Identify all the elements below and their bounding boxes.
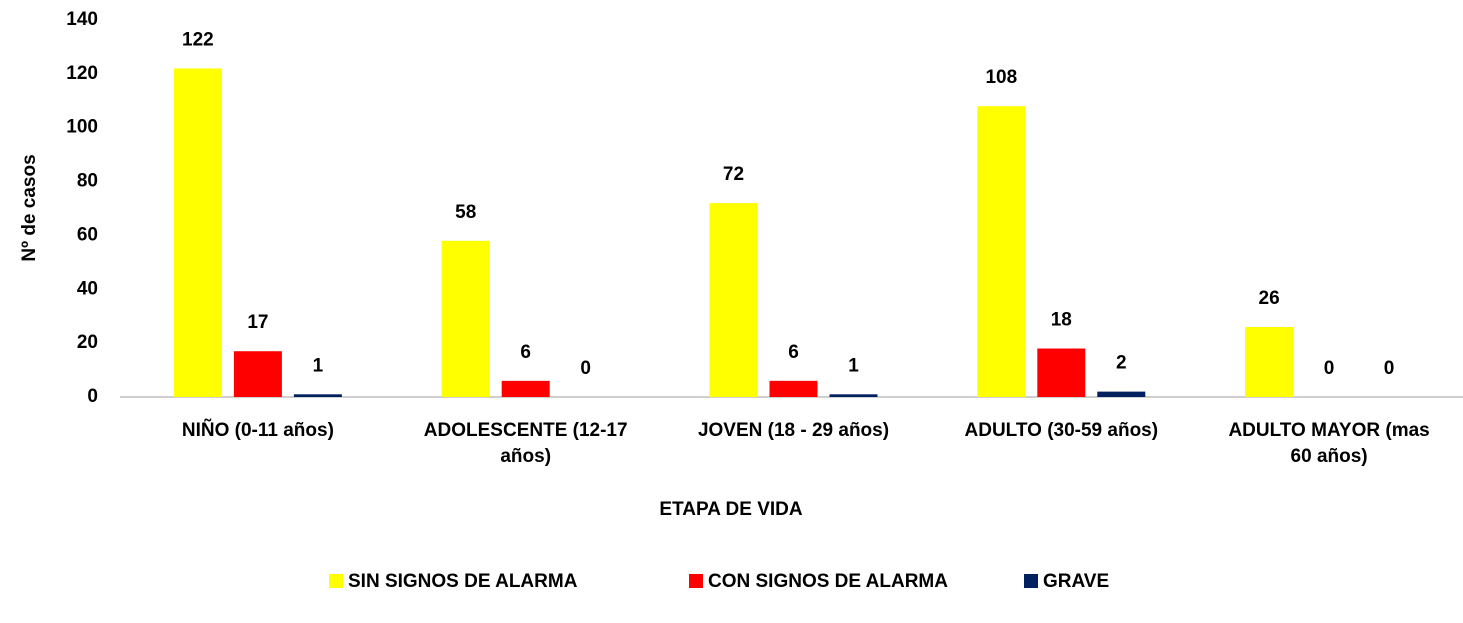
data-label: 18 bbox=[1051, 310, 1072, 331]
x-tick-label: ADULTO MAYOR (mas 60 años) bbox=[1228, 420, 1430, 467]
x-axis-title: ETAPA DE VIDA bbox=[659, 499, 802, 520]
data-label: 108 bbox=[985, 67, 1017, 88]
x-tick-label: NIÑO (0-11 años) bbox=[181, 420, 334, 441]
data-label: 26 bbox=[1259, 288, 1280, 309]
y-tick-label: 140 bbox=[66, 9, 98, 30]
legend-swatch bbox=[689, 574, 703, 588]
data-label: 58 bbox=[455, 202, 476, 223]
x-tick-label: ADULTO (30-59 años) bbox=[964, 420, 1159, 441]
legend-label: SIN SIGNOS DE ALARMA bbox=[348, 571, 578, 592]
bar bbox=[829, 394, 878, 397]
y-axis-title: Nº de casos bbox=[19, 154, 40, 261]
y-tick-label: 80 bbox=[77, 171, 98, 192]
bar bbox=[441, 240, 490, 397]
data-label: 72 bbox=[723, 164, 744, 185]
legend-swatch bbox=[1024, 574, 1038, 588]
bar bbox=[977, 106, 1026, 398]
bar bbox=[709, 203, 758, 397]
bar bbox=[1037, 348, 1086, 397]
bar bbox=[1245, 326, 1294, 397]
data-label: 1 bbox=[848, 355, 859, 376]
bar bbox=[293, 394, 342, 397]
data-label: 17 bbox=[247, 312, 268, 333]
legend-label: CON SIGNOS DE ALARMA bbox=[708, 571, 948, 592]
y-tick-label: 100 bbox=[66, 117, 98, 138]
data-label: 0 bbox=[1384, 358, 1395, 379]
data-label: 2 bbox=[1116, 353, 1127, 374]
y-tick-label: 20 bbox=[77, 332, 98, 353]
data-label: 6 bbox=[788, 342, 799, 363]
bar bbox=[233, 351, 282, 397]
data-label: 0 bbox=[580, 358, 591, 379]
bar bbox=[501, 380, 550, 397]
x-tick-label: ADOLESCENTE (12-17 años) bbox=[423, 420, 628, 467]
y-tick-label: 60 bbox=[77, 224, 98, 245]
data-label: 0 bbox=[1324, 358, 1335, 379]
y-tick-label: 0 bbox=[87, 386, 98, 407]
legend-label: GRAVE bbox=[1043, 571, 1109, 592]
bar bbox=[1097, 391, 1146, 397]
bar bbox=[769, 380, 818, 397]
y-tick-label: 120 bbox=[66, 63, 98, 84]
data-label: 6 bbox=[520, 342, 531, 363]
data-label: 122 bbox=[182, 29, 214, 50]
x-tick-label: JOVEN (18 - 29 años) bbox=[697, 420, 890, 441]
y-tick-label: 40 bbox=[77, 278, 98, 299]
bar bbox=[173, 68, 222, 397]
legend-swatch bbox=[329, 574, 343, 588]
data-label: 1 bbox=[313, 355, 324, 376]
